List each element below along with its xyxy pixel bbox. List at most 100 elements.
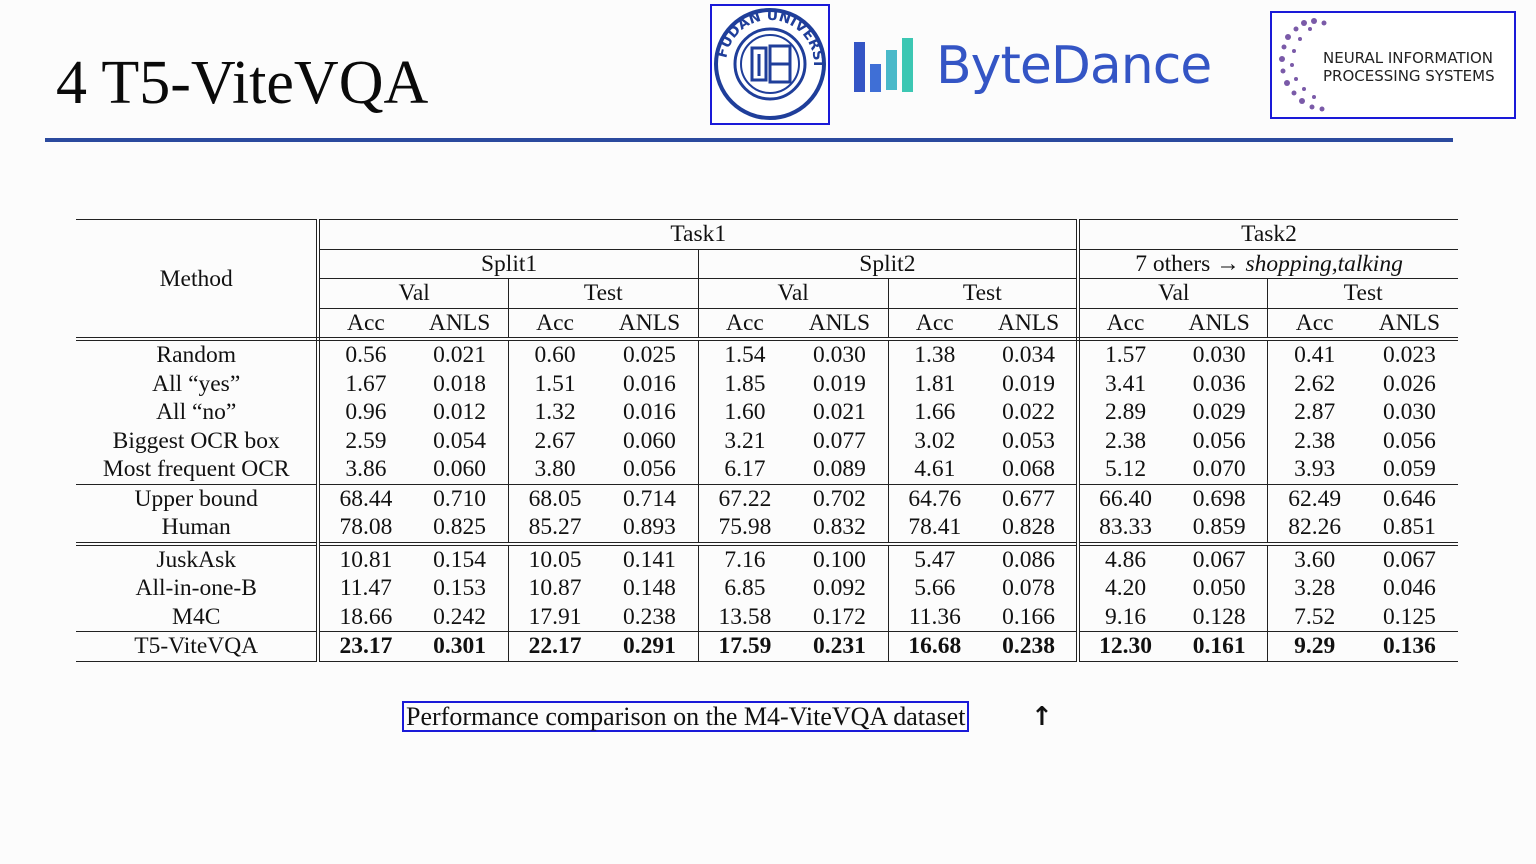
value-cell: 0.056: [1382, 427, 1436, 454]
value-cell: 0.026: [1382, 370, 1436, 397]
table-row: Most frequent OCR 3.86 0.060 3.80 0.056 6.17 0…: [76, 455, 1458, 484]
value-cell: 0.016: [601, 369, 699, 398]
value-cell: 1.32: [534, 399, 576, 426]
value-cell: 1.85: [724, 370, 766, 397]
anls-header: ANLS: [411, 308, 509, 341]
value-cell: 0.021: [411, 339, 509, 370]
value-cell: 0.242: [411, 602, 509, 632]
anls-header: ANLS: [981, 308, 1081, 341]
neurips-logo: NEURAL INFORMATION PROCESSING SYSTEMS: [1270, 11, 1516, 119]
value-cell: 3.86: [345, 456, 387, 483]
split2-header: Split2: [698, 249, 1081, 279]
fudan-university-logo: FUDAN UNIVERSITY 1905: [706, 0, 830, 125]
value-cell: 0.056: [601, 455, 699, 484]
value-cell: 0.068: [981, 455, 1081, 484]
value-cell: 0.646: [1360, 483, 1458, 513]
value-cell: 3.80: [534, 456, 576, 483]
neurips-text: NEURAL INFORMATION PROCESSING SYSTEMS: [1323, 49, 1495, 85]
table-row: All “yes” 1.67 0.018 1.51 0.016 1.85 0.019 1.81…: [76, 369, 1458, 398]
value-cell: 0.021: [791, 398, 889, 427]
value-cell: 0.859: [1170, 513, 1269, 544]
acc-header: Acc: [318, 308, 412, 341]
value-cell: 0.301: [411, 631, 509, 662]
task2-split-prefix: 7 others →: [1135, 250, 1246, 277]
value-cell: 1.66: [914, 399, 956, 426]
value-cell: 0.067: [1360, 541, 1458, 574]
value-cell: 0.089: [791, 455, 889, 484]
value-cell: 0.019: [981, 369, 1081, 398]
value-cell: 0.034: [981, 339, 1081, 370]
value-cell: 7.52: [1294, 603, 1336, 630]
neurips-dots-icon: [1279, 18, 1327, 112]
value-cell: 0.172: [791, 602, 889, 632]
bytedance-logo: ByteDance: [852, 33, 1212, 99]
value-cell: 0.154: [411, 541, 509, 574]
table-caption: Performance comparison on the M4-ViteVQA…: [402, 701, 970, 732]
value-cell: 0.677: [981, 483, 1081, 513]
results-table: Method Task1 Task2 Split1 Split2 7 other…: [76, 219, 1458, 662]
value-cell: 0.029: [1170, 398, 1269, 427]
value-cell: 1.81: [914, 370, 956, 397]
bytedance-bars-icon: [854, 38, 913, 92]
method-cell: Human: [76, 513, 321, 544]
value-cell: 3.93: [1294, 456, 1336, 483]
method-cell: JuskAsk: [76, 541, 321, 574]
method-cell: All “no”: [76, 398, 321, 427]
table-row: JuskAsk 10.81 0.154 10.05 0.141 7.16 0.100 5.47…: [76, 541, 1458, 574]
method-cell: Upper bound: [76, 483, 321, 513]
value-cell: 0.067: [1170, 541, 1269, 574]
value-cell: 0.141: [601, 541, 699, 574]
value-cell: 0.710: [411, 483, 509, 513]
value-cell: 17.59: [698, 631, 792, 662]
value-cell: 0.851: [1382, 514, 1436, 541]
value-cell: 0.161: [1170, 631, 1269, 662]
anls-header: ANLS: [1360, 308, 1458, 341]
value-cell: 3.02: [914, 427, 956, 454]
value-cell: 83.33: [1099, 514, 1152, 541]
value-cell: 3.28: [1294, 575, 1336, 602]
value-cell: 7.16: [698, 541, 792, 574]
method-header: Method: [76, 219, 321, 341]
task2-split-header: 7 others → shopping,talking: [1078, 249, 1458, 279]
value-cell: 0.012: [411, 398, 509, 427]
value-cell: 0.56: [345, 342, 387, 369]
value-cell: 9.29: [1267, 631, 1361, 662]
value-cell: 0.030: [1382, 399, 1436, 426]
split1-header: Split1: [318, 249, 699, 279]
acc-header: Acc: [1267, 308, 1361, 341]
value-cell: 78.08: [339, 514, 393, 541]
value-cell: 5.12: [1104, 456, 1147, 483]
value-cell: 5.47: [888, 541, 982, 574]
value-cell: 2.59: [345, 427, 387, 454]
value-cell: 0.059: [1382, 456, 1436, 483]
value-cell: 2.62: [1294, 370, 1336, 397]
value-cell: 16.68: [888, 631, 982, 662]
value-cell: 66.40: [1078, 483, 1171, 513]
test-header: Test: [1267, 278, 1458, 309]
val-header: Val: [318, 278, 509, 309]
test-header: Test: [508, 278, 699, 309]
value-cell: 0.825: [411, 513, 509, 544]
value-cell: 0.046: [1382, 575, 1436, 602]
bytedance-wordmark: ByteDance: [936, 36, 1212, 96]
value-cell: 0.036: [1170, 369, 1269, 398]
value-cell: 75.98: [718, 514, 772, 541]
value-cell: 6.17: [724, 456, 766, 483]
method-cell: Most frequent OCR: [76, 455, 321, 484]
table-row: Upper bound 68.44 0.710 68.05 0.714 67.22 0.70…: [76, 483, 1458, 513]
results-table-wrapper: Method Task1 Task2 Split1 Split2 7 other…: [76, 219, 1458, 662]
value-cell: 1.57: [1104, 342, 1147, 369]
value-cell: 3.21: [724, 427, 766, 454]
value-cell: 0.018: [411, 369, 509, 398]
method-cell: M4C: [76, 602, 321, 632]
value-cell: 0.070: [1170, 455, 1269, 484]
value-cell: 0.054: [411, 426, 509, 455]
value-cell: 17.91: [528, 603, 582, 630]
value-cell: 10.87: [528, 575, 582, 602]
table-row: All “no” 0.96 0.012 1.32 0.016 1.60 0.021 1.66 0…: [76, 398, 1458, 427]
value-cell: 64.76: [888, 483, 982, 513]
value-cell: 0.016: [601, 398, 699, 427]
value-cell: 0.153: [411, 574, 509, 603]
value-cell: 0.056: [1170, 426, 1269, 455]
value-cell: 0.238: [981, 631, 1081, 662]
